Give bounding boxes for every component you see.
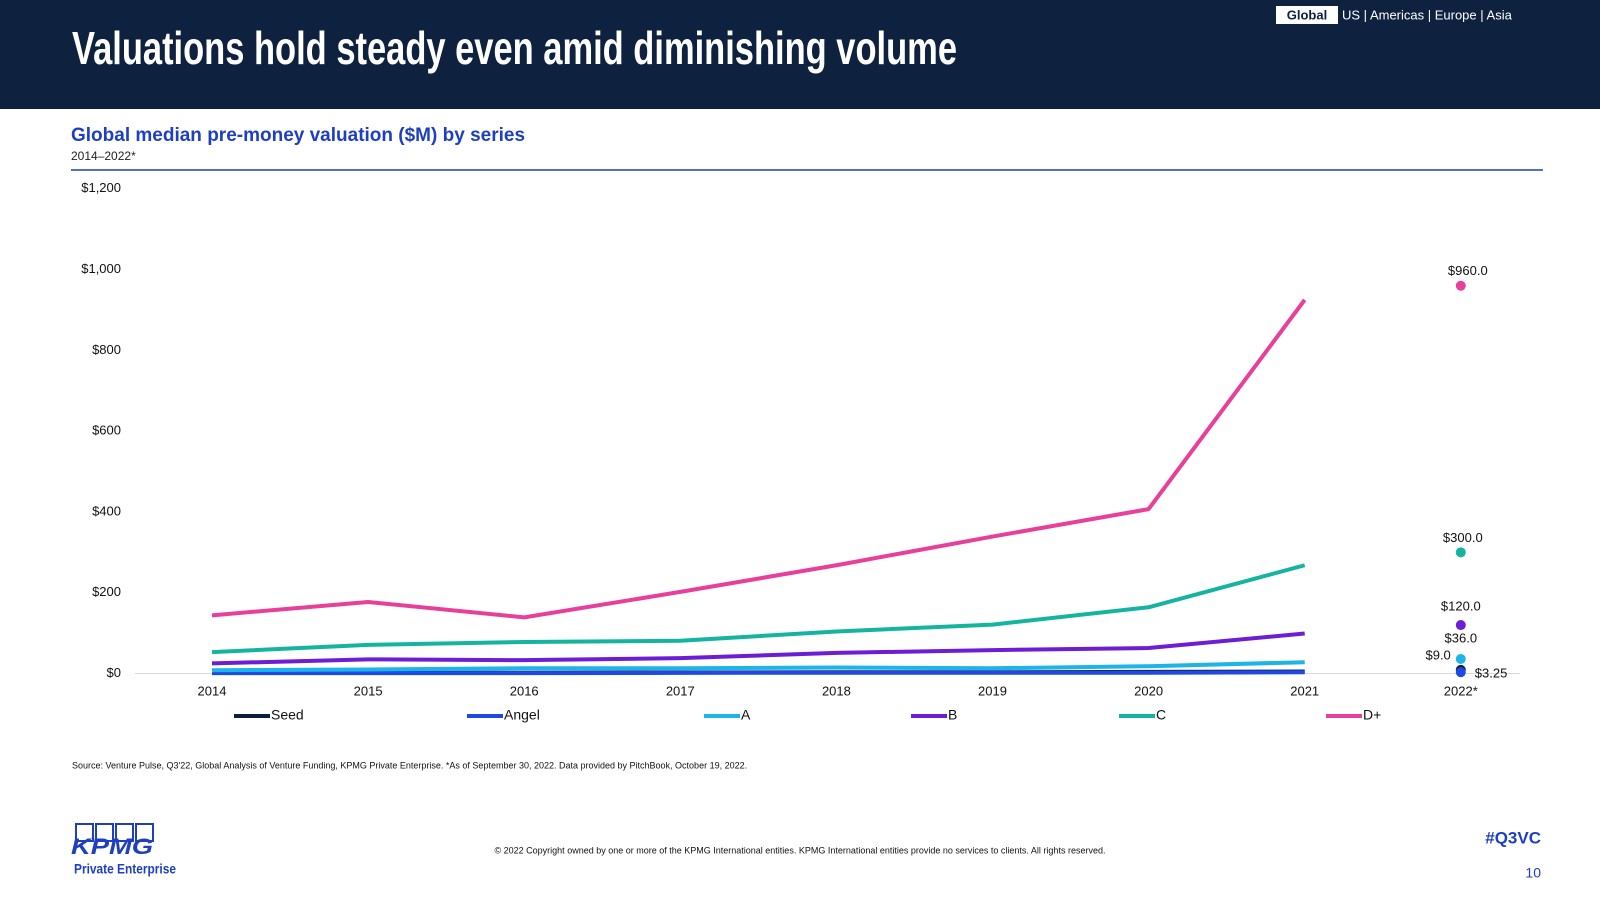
point-2022: [1455, 620, 1466, 631]
logo-text: KPMG: [71, 834, 153, 859]
chart-subtitle: 2014–2022*: [71, 149, 136, 163]
y-tick-label: $200: [92, 584, 121, 599]
copyright: © 2022 Copyright owned by one or more of…: [495, 845, 1106, 855]
x-tick-label: 2016: [510, 683, 539, 698]
nav-links[interactable]: US | Americas | Europe | Asia: [1342, 7, 1513, 22]
data-label: $300.0: [1443, 530, 1483, 545]
x-tick-label: 2018: [822, 683, 851, 698]
x-tick-label: 2022*: [1444, 683, 1478, 698]
x-tick-label: 2021: [1290, 683, 1319, 698]
point-2022: [1455, 653, 1466, 664]
data-label: $36.0: [1445, 630, 1478, 645]
nav-active-box: [1276, 6, 1338, 24]
legend-label: A: [741, 707, 751, 723]
data-label: $3.25: [1475, 666, 1508, 681]
legend-label: C: [1156, 707, 1166, 723]
logo-box: [75, 823, 94, 842]
y-tick-label: $600: [92, 423, 121, 438]
source-note: Source: Venture Pulse, Q3'22, Global Ana…: [72, 760, 747, 770]
point-2022: [1455, 547, 1466, 558]
data-label: $9.0: [1425, 647, 1450, 662]
legend-label: D+: [1363, 707, 1381, 723]
series-line: [211, 563, 1306, 655]
legend-label: Angel: [504, 707, 540, 723]
y-tick-label: $1,000: [81, 261, 121, 276]
logo-box: [95, 823, 114, 842]
x-tick-label: 2020: [1134, 683, 1163, 698]
data-label: $960.0: [1448, 263, 1488, 278]
legend-label: B: [948, 707, 957, 723]
chart-title: Global median pre-money valuation ($M) b…: [71, 125, 525, 146]
nav-active[interactable]: Global: [1287, 7, 1327, 22]
series-line: [212, 670, 1305, 676]
y-tick-label: $800: [92, 342, 121, 357]
point-2022: [1455, 280, 1466, 291]
page-number: 10: [1525, 865, 1541, 881]
y-tick-label: $400: [92, 503, 121, 518]
legend-label: Seed: [271, 707, 304, 723]
x-tick-label: 2019: [978, 683, 1007, 698]
series-line: [211, 298, 1307, 620]
logo-box: [135, 823, 154, 842]
hashtag: #Q3VC: [1485, 828, 1541, 847]
series-line: [211, 631, 1305, 666]
y-tick-label: $1,200: [81, 180, 121, 195]
x-tick-label: 2015: [354, 683, 383, 698]
series-line: [211, 660, 1305, 673]
data-label: $120.0: [1441, 598, 1481, 613]
kpmg-logo: KPMG Private Enterprise: [71, 823, 176, 877]
logo-box: [115, 823, 134, 842]
x-tick-label: 2017: [666, 683, 695, 698]
slide-title: Valuations hold steady even amid diminis…: [72, 22, 957, 74]
y-tick-label: $0: [107, 665, 121, 680]
point-2022: [1455, 667, 1466, 678]
x-tick-label: 2014: [198, 683, 227, 698]
logo-subtext: Private Enterprise: [74, 861, 176, 877]
